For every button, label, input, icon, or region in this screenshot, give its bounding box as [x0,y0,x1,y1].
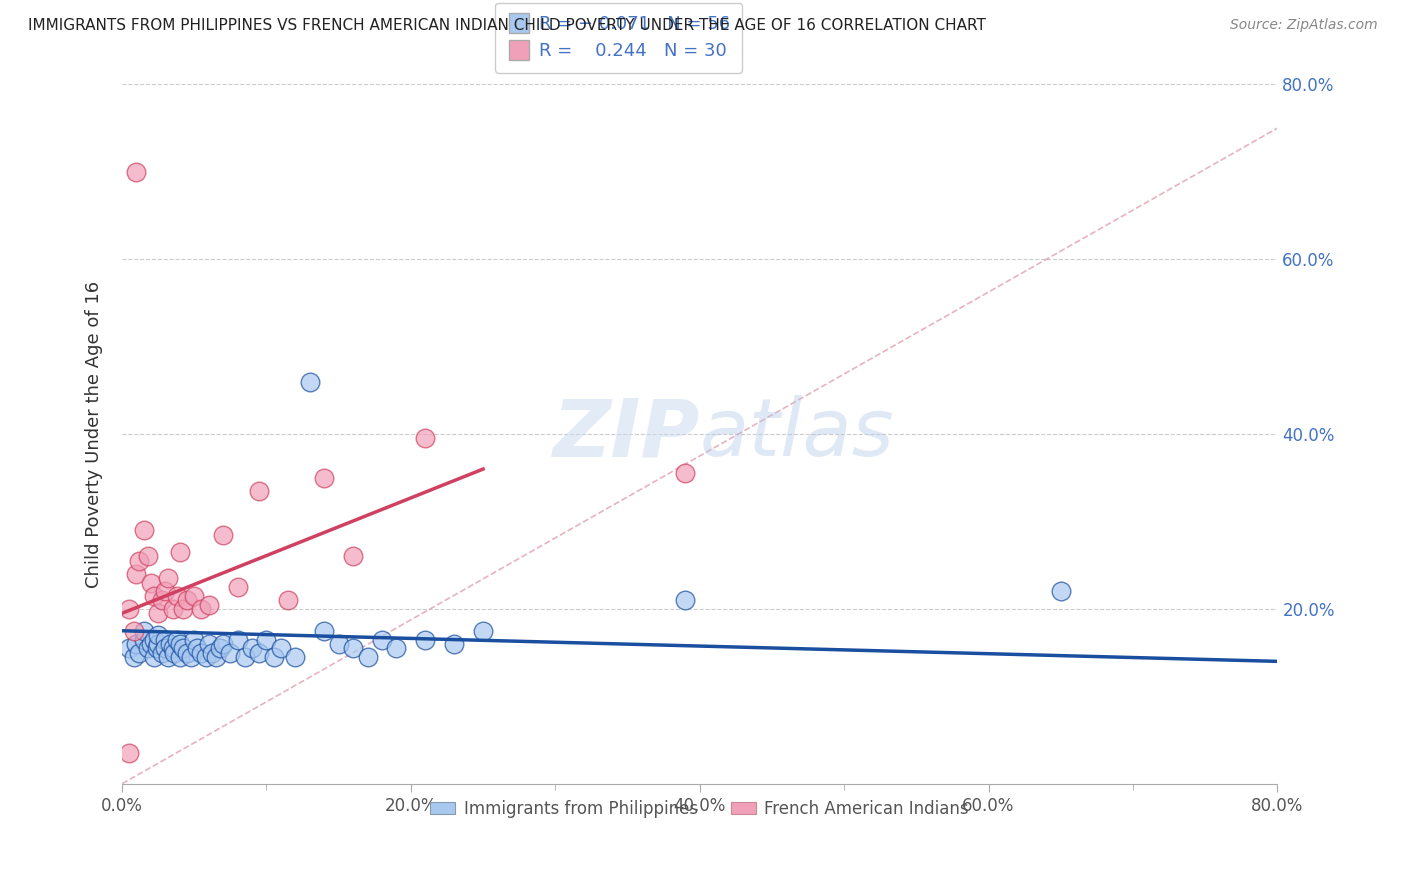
Point [162,602,184,616]
Point [152,593,174,607]
Point [190,646,212,660]
Point [277,593,299,607]
Point [415,432,437,446]
Point [163,646,186,660]
Point [157,650,180,665]
Point [186,641,208,656]
Point [145,641,167,656]
Point [212,637,235,651]
Point [233,650,256,665]
Point [263,650,285,665]
Point [190,602,212,616]
Text: Source: ZipAtlas.com: Source: ZipAtlas.com [1230,18,1378,32]
Point [197,598,219,612]
Point [194,650,217,665]
Point [673,593,696,607]
Point [125,637,148,651]
Point [118,602,141,616]
Point [166,632,188,647]
Point [328,637,350,651]
Point [166,589,188,603]
Legend: Immigrants from Philippines, French American Indians: Immigrants from Philippines, French Amer… [423,793,976,824]
Point [415,632,437,647]
Point [132,632,155,647]
Point [219,646,242,660]
Point [122,624,145,638]
Point [169,650,191,665]
Point [356,650,378,665]
Text: IMMIGRANTS FROM PHILIPPINES VS FRENCH AMERICAN INDIAN CHILD POVERTY UNDER THE AG: IMMIGRANTS FROM PHILIPPINES VS FRENCH AM… [28,18,986,33]
Point [142,650,165,665]
Point [183,589,205,603]
Point [128,646,150,660]
Point [209,641,232,656]
Point [142,589,165,603]
Point [205,650,228,665]
Point [180,650,202,665]
Point [159,637,181,651]
Text: ZIP: ZIP [553,395,700,473]
Y-axis label: Child Poverty Under the Age of 16: Child Poverty Under the Age of 16 [86,280,103,588]
Point [176,646,198,660]
Point [146,607,169,621]
Point [139,637,162,651]
Point [155,584,177,599]
Point [146,628,169,642]
Point [197,637,219,651]
Point [139,575,162,590]
Point [118,746,141,760]
Point [132,523,155,537]
Point [176,593,198,607]
Point [136,549,159,564]
Point [284,650,307,665]
Point [155,641,177,656]
Point [157,571,180,585]
Point [200,646,222,660]
Point [443,637,465,651]
Point [247,483,270,498]
Point [472,624,495,638]
Point [385,641,408,656]
Point [247,646,270,660]
Point [142,632,165,647]
Point [172,641,194,656]
Point [212,527,235,541]
Point [673,467,696,481]
Point [226,632,249,647]
Point [169,545,191,559]
Point [298,375,321,389]
Point [342,549,364,564]
Point [183,632,205,647]
Point [155,632,177,647]
Point [125,165,148,179]
Point [162,641,184,656]
Point [128,554,150,568]
Point [152,646,174,660]
Point [314,624,336,638]
Point [118,641,141,656]
Point [122,650,145,665]
Text: atlas: atlas [700,395,894,473]
Point [169,637,191,651]
Point [314,471,336,485]
Point [146,637,169,651]
Point [371,632,394,647]
Point [172,602,194,616]
Point [125,566,148,581]
Point [136,641,159,656]
Point [132,624,155,638]
Point [342,641,364,656]
Point [226,580,249,594]
Point [240,641,263,656]
Point [256,632,278,647]
Point [270,641,292,656]
Point [1049,584,1071,599]
